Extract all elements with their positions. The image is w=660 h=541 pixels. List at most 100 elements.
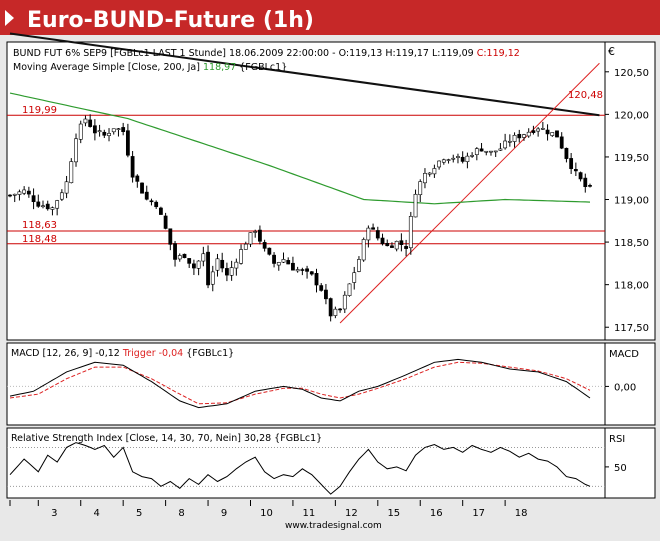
candle-body (173, 243, 177, 260)
candle-body (74, 138, 78, 163)
price-tick-label: 119,50 (614, 153, 649, 164)
candle-body (493, 150, 498, 153)
trend-annotation: 120,48 (568, 90, 603, 101)
candle-body (390, 245, 394, 248)
candle-body (206, 251, 210, 286)
macd-line (9, 358, 591, 409)
candle-body (78, 123, 83, 140)
candle-body (107, 133, 111, 136)
candle-body (578, 172, 583, 180)
candle-body (418, 181, 423, 196)
candle-body (281, 259, 286, 263)
day-label: 10 (260, 508, 273, 519)
trigger-label: Trigger -0,04 (122, 348, 183, 359)
candle-body (564, 147, 569, 159)
level-label: 119,99 (22, 105, 57, 116)
candle-body (64, 181, 69, 194)
close-label: C:119,12 (477, 48, 520, 59)
day-label: 3 (51, 508, 57, 519)
candle-body (26, 190, 31, 195)
candle-body (92, 125, 97, 134)
candle-body (446, 159, 451, 161)
candle-body (503, 140, 508, 149)
candle-body (276, 262, 281, 266)
price-legend: BUND FUT 6% SEP9 [FGBLc1 LAST 1 Stunde] … (13, 48, 520, 59)
price-tick-label: 120,50 (614, 68, 649, 79)
candle-body (17, 191, 22, 195)
candle-body (158, 207, 163, 215)
candle-body (456, 156, 460, 158)
candle-body (328, 298, 333, 317)
candle-body (83, 118, 88, 124)
price-panel (6, 41, 606, 341)
candle-body (291, 262, 295, 271)
macd-axis-label: MACD (609, 349, 639, 360)
candle-body (437, 160, 442, 168)
candle-body (314, 273, 319, 286)
candle-body (300, 269, 305, 271)
candle-body (253, 231, 258, 233)
candle-body (399, 240, 404, 245)
price-series: 117,50 118,00 118,50 119,00 119,50 120,00 120,… (7, 32, 649, 334)
candle-body (333, 308, 338, 316)
candle-body (357, 259, 361, 272)
rsi-axis-label: RSI (609, 434, 625, 445)
candle-body (201, 253, 206, 262)
downtrend-line (9, 32, 600, 117)
watermark: www.tradesignal.com (285, 521, 382, 531)
chart-title: Euro-BUND-Future (1h) (27, 8, 314, 33)
candle-body (239, 249, 243, 264)
candle-body (555, 130, 559, 138)
candle-body (243, 243, 248, 250)
candle-body (135, 175, 140, 182)
candle-body (517, 133, 522, 139)
candle-body (267, 247, 272, 255)
candle-body (154, 201, 159, 208)
candle-body (352, 272, 357, 283)
candle-body (375, 230, 380, 239)
candle-body (36, 201, 41, 207)
rsi-legend: Relative Strength Index [Close, 14, 30, … (11, 433, 322, 444)
candle-body (55, 200, 60, 209)
time-axis: 3 4 5 8 9 10 11 12 15 16 17 18 (9, 500, 527, 519)
candle-body (460, 156, 465, 162)
candle-body (88, 119, 93, 127)
macd-tick-label: 0,00 (614, 382, 636, 393)
candle-body (507, 140, 512, 143)
day-label: 4 (94, 508, 100, 519)
candle-body (540, 128, 545, 130)
candle-body (489, 150, 493, 153)
price-tick-label: 117,50 (614, 323, 649, 334)
level-label: 118,63 (22, 220, 57, 231)
rsi-tick-label: 50 (614, 463, 627, 474)
candle-body (192, 263, 196, 269)
candle-body (309, 271, 314, 275)
candle-body (408, 215, 413, 249)
day-label: 8 (178, 508, 184, 519)
candle-body (41, 205, 45, 208)
macd-panel (6, 342, 606, 426)
price-tick-label: 118,50 (614, 238, 649, 249)
candle-body (215, 258, 220, 271)
candle-body (111, 128, 116, 133)
day-label: 11 (303, 508, 316, 519)
ma-legend-text: Moving Average Simple [Close, 200, Ja] (13, 62, 203, 73)
candle-body (366, 227, 371, 241)
candle-body (559, 136, 564, 149)
candle-body (8, 194, 12, 197)
candle-body (210, 271, 215, 285)
candle-body (22, 189, 27, 194)
candle-body (531, 130, 536, 133)
price-tick-label: 119,00 (614, 196, 649, 207)
candle-body (272, 254, 276, 264)
candle-body (451, 157, 456, 160)
candle-body (286, 260, 291, 265)
candle-body (536, 128, 541, 132)
candle-body (522, 134, 526, 138)
candle-body (380, 237, 385, 245)
candle-body (31, 195, 36, 203)
moving-average-line (9, 92, 591, 205)
ma-legend: Moving Average Simple [Close, 200, Ja] 1… (13, 62, 287, 73)
candle-body (413, 193, 418, 218)
